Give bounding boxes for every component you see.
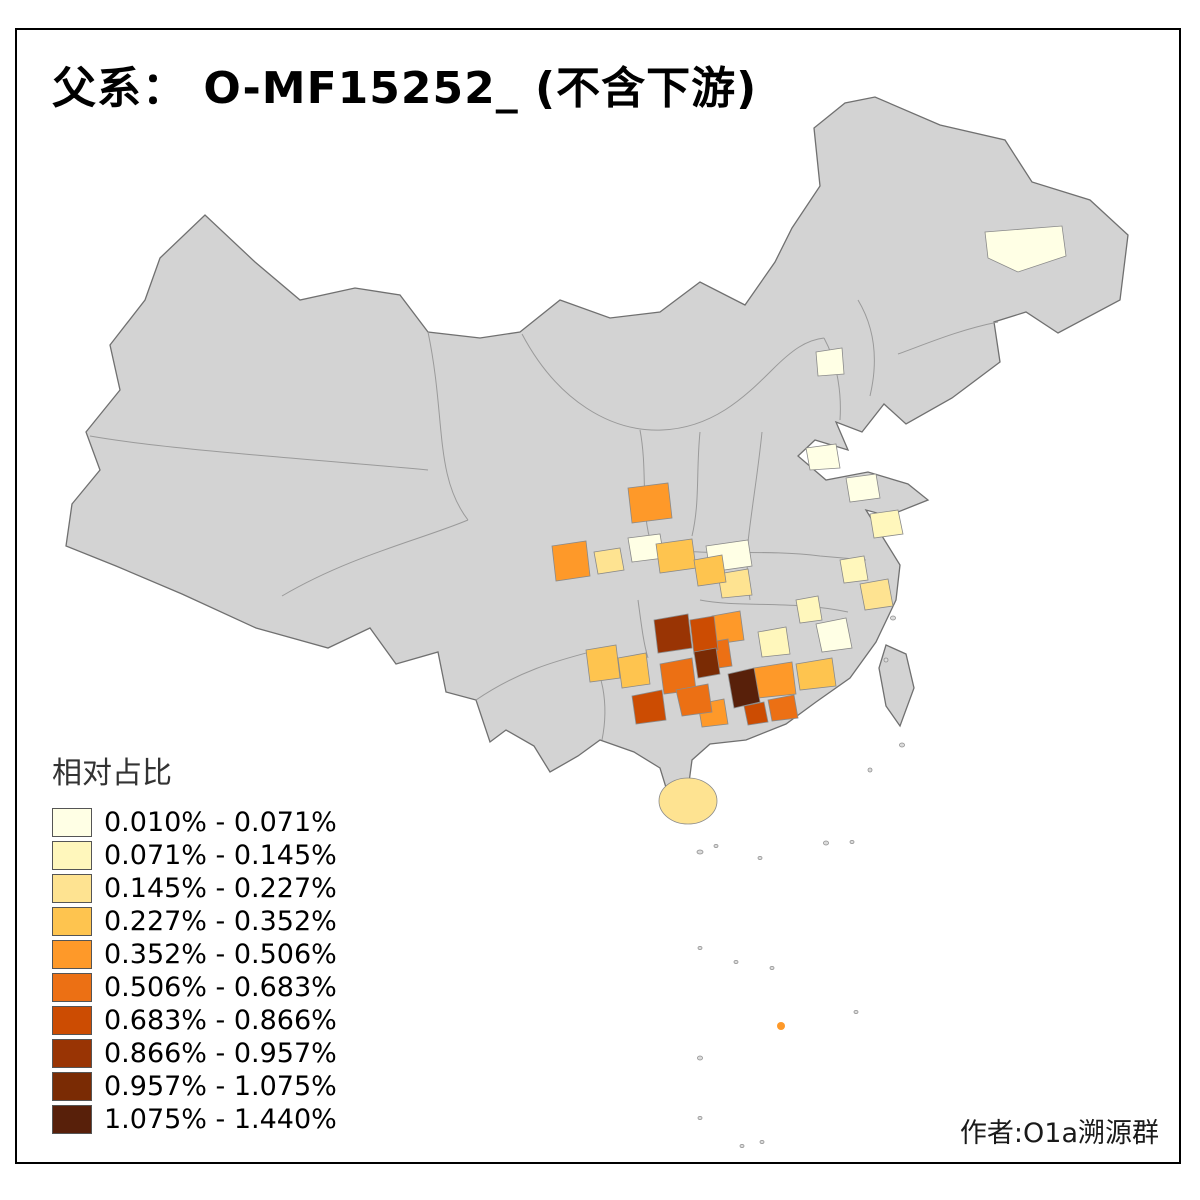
region-patch <box>617 652 651 689</box>
legend-swatch <box>52 1039 92 1068</box>
legend-item: 0.010% - 0.071% <box>52 806 337 839</box>
region-patch <box>675 683 713 717</box>
legend-label: 0.352% - 0.506% <box>104 939 337 970</box>
legend-swatch <box>52 973 92 1002</box>
region-patch <box>767 694 799 722</box>
region-patch <box>839 555 869 584</box>
legend-swatch <box>52 907 92 936</box>
legend-swatch <box>52 1072 92 1101</box>
page-title: 父系： O-MF15252_ (不含下游) <box>52 63 758 114</box>
china-choropleth-map <box>65 96 1129 1149</box>
hainan-island <box>658 777 718 825</box>
legend-label: 0.071% - 0.145% <box>104 840 337 871</box>
region-patch <box>717 568 753 599</box>
region-patch <box>805 443 841 471</box>
legend-label: 0.683% - 0.866% <box>104 1005 337 1036</box>
legend-swatch <box>52 940 92 969</box>
region-patch <box>869 509 904 539</box>
legend-item: 0.957% - 1.075% <box>52 1070 337 1103</box>
china-mainland-shape <box>65 96 1129 795</box>
region-patch <box>693 647 721 679</box>
region-patch <box>689 615 719 655</box>
sea-islets <box>696 615 905 1149</box>
legend-item: 0.683% - 0.866% <box>52 1004 337 1037</box>
credit-text: 作者:O1a溯源群 <box>959 1118 1159 1149</box>
region-patch <box>845 473 881 503</box>
colored-islet <box>777 1022 785 1030</box>
map-frame: 父系： O-MF15252_ (不含下游) 相对占比 0.010% - 0.07… <box>15 28 1181 1164</box>
legend-label: 0.506% - 0.683% <box>104 972 337 1003</box>
legend-item: 0.145% - 0.227% <box>52 872 337 905</box>
legend-label: 0.957% - 1.075% <box>104 1071 337 1102</box>
region-patches <box>551 225 1067 825</box>
legend-label: 1.075% - 1.440% <box>104 1104 337 1135</box>
legend-item: 0.352% - 0.506% <box>52 938 337 971</box>
legend-item: 0.071% - 0.145% <box>52 839 337 872</box>
region-patch <box>753 661 797 699</box>
region-patch <box>815 347 845 377</box>
region-patch <box>551 540 591 582</box>
region-patch <box>859 578 894 611</box>
region-patch <box>627 482 673 524</box>
taiwan-shape <box>878 644 915 728</box>
region-patch <box>795 657 837 691</box>
legend-title: 相对占比 <box>52 756 172 791</box>
legend-label: 0.866% - 0.957% <box>104 1038 337 1069</box>
region-patch <box>743 701 769 726</box>
legend-label: 0.145% - 0.227% <box>104 873 337 904</box>
region-patch <box>815 617 853 653</box>
legend-item: 0.506% - 0.683% <box>52 971 337 1004</box>
region-patch <box>727 667 761 709</box>
region-patch <box>757 626 791 658</box>
legend-swatch <box>52 1105 92 1134</box>
region-patch <box>655 538 697 574</box>
legend-item: 1.075% - 1.440% <box>52 1103 337 1136</box>
region-patch <box>653 613 693 654</box>
region-patch <box>585 644 621 683</box>
legend-swatch <box>52 841 92 870</box>
legend-swatch <box>52 874 92 903</box>
legend-swatch <box>52 808 92 837</box>
region-patch <box>693 554 727 587</box>
legend-item: 0.866% - 0.957% <box>52 1037 337 1070</box>
legend-label: 0.227% - 0.352% <box>104 906 337 937</box>
legend-label: 0.010% - 0.071% <box>104 807 337 838</box>
region-patch <box>984 225 1067 273</box>
region-patch <box>631 689 667 725</box>
legend: 相对占比 0.010% - 0.071% 0.071% - 0.145% 0.1… <box>52 748 337 1136</box>
region-patch <box>795 595 823 624</box>
legend-swatch <box>52 1006 92 1035</box>
legend-item: 0.227% - 0.352% <box>52 905 337 938</box>
region-patch <box>593 547 625 575</box>
